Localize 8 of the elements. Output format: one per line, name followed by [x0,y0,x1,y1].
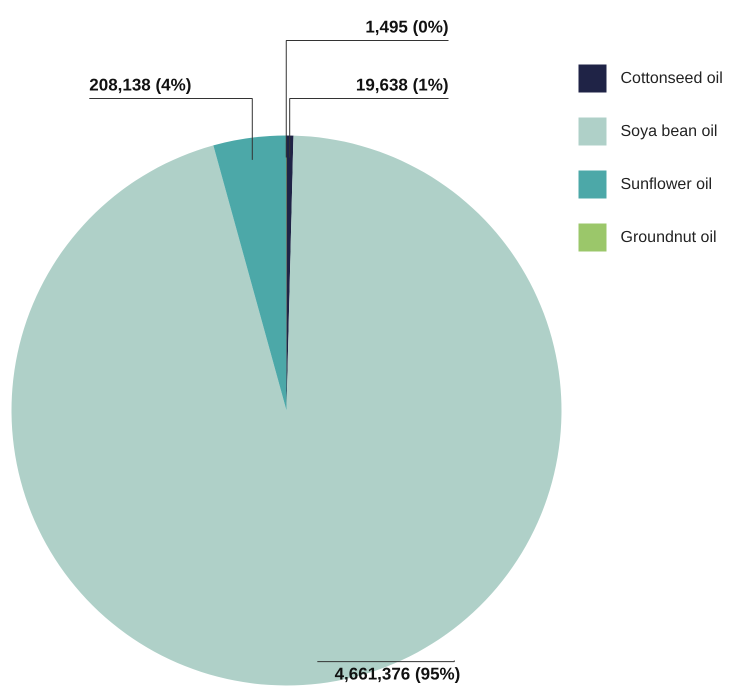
legend-label: Soya bean oil [620,123,718,140]
data-label: 1,495 (0%) [365,18,449,36]
legend-label: Cottonseed oil [620,70,723,87]
legend-label: Sunflower oil [620,176,712,193]
legend-label: Groundnut oil [620,229,717,246]
data-label: 4,661,376 (95%) [334,664,460,684]
data-label: 19,638 (1%) [356,76,449,94]
data-label: 208,138 (4%) [89,76,192,94]
